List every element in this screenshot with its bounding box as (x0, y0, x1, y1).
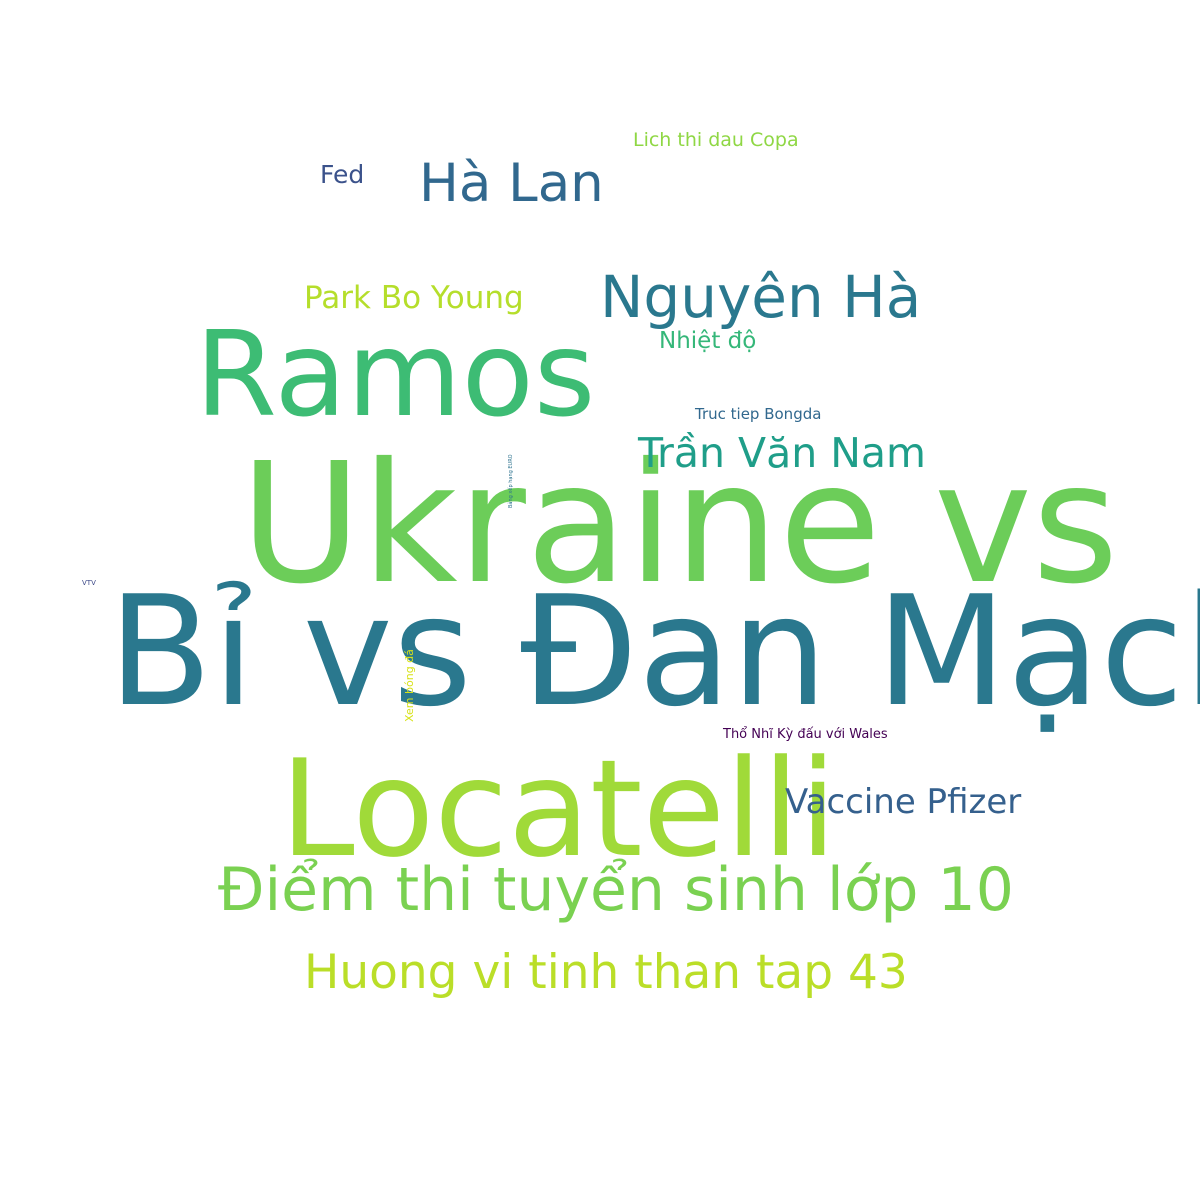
word-huong-vi: Huong vi tinh than tap 43 (304, 945, 908, 1000)
word-tho-nhi-ky-wales: Thổ Nhĩ Kỳ đấu với Wales (723, 727, 888, 742)
word-vaccine-pfizer: Vaccine Pfizer (785, 782, 1022, 822)
word-bi-vs-dan-mach: Bỉ vs Đan Mạch (108, 563, 1200, 740)
word-ramos: Ramos (195, 305, 596, 443)
word-ha-lan: Hà Lan (419, 153, 604, 214)
word-ukraine-vs: Ukraine vs (240, 428, 1119, 621)
word-vtv: VTV (82, 579, 96, 587)
word-diem-thi: Điểm thi tuyển sinh lớp 10 (218, 855, 1014, 925)
word-xem-bong-da: Xem bóng đá (403, 649, 416, 722)
word-tran-van-nam: Trần Văn Nam (638, 429, 926, 477)
word-lich-thi-dau-copa: Lich thi dau Copa (633, 129, 799, 151)
word-bang-xep-hang: Bảng xếp hạng EURO (508, 454, 514, 508)
word-truc-tiep-bongda: Truc tiep Bongda (695, 405, 822, 423)
word-locatelli: Locatelli (280, 731, 837, 887)
word-park-bo-young: Park Bo Young (304, 280, 524, 316)
word-nguyen-ha: Nguyên Hà (600, 263, 922, 331)
word-fed: Fed (320, 160, 365, 189)
word-nhiet-do: Nhiệt độ (659, 328, 757, 354)
